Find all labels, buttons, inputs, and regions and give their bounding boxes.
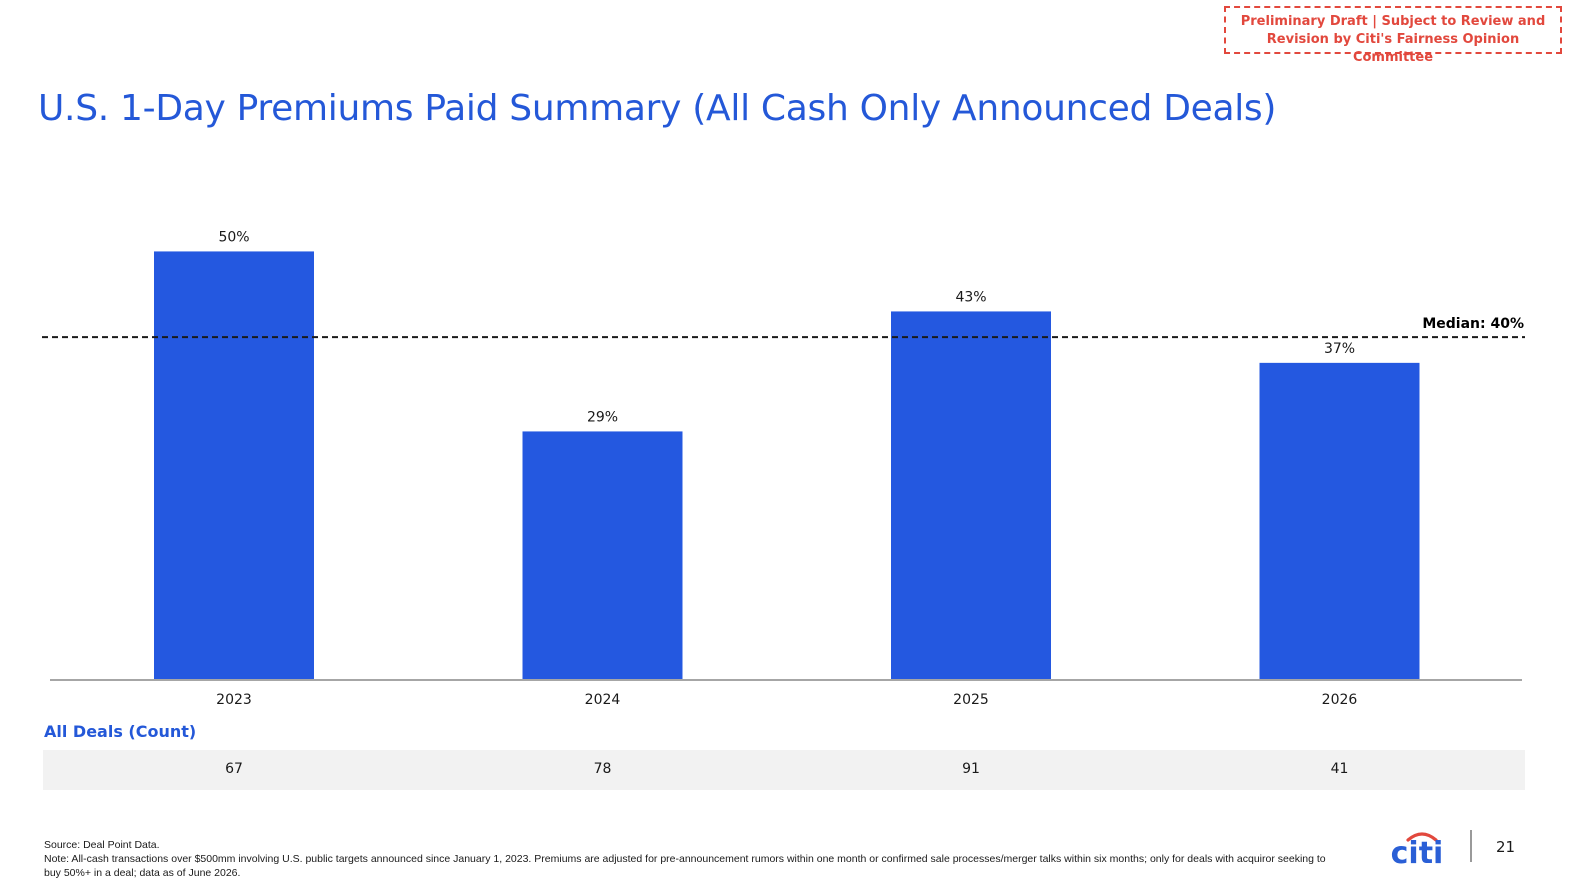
x-tick-2026: 2026 <box>1322 692 1358 708</box>
deal-count-2023: 67 <box>225 761 243 777</box>
page-number: 21 <box>1496 838 1516 856</box>
x-tick-2024: 2024 <box>585 692 621 708</box>
draft-notice: Preliminary Draft | Subject to Review an… <box>1224 6 1562 65</box>
page-title: U.S. 1-Day Premiums Paid Summary (All Ca… <box>38 88 1277 129</box>
deals-count-heading: All Deals (Count) <box>44 722 197 741</box>
data-label-2023: 50% <box>218 229 249 245</box>
x-tick-2023: 2023 <box>216 692 252 708</box>
data-label-2026: 37% <box>1324 341 1355 357</box>
deal-count-2024: 78 <box>593 761 612 777</box>
methodology-note: Note: All-cash transactions over $500mm … <box>44 853 1326 879</box>
deals-count-row: 67 78 91 41 <box>43 750 1525 790</box>
citi-logo-arc <box>1406 832 1438 842</box>
citi-logo-wordmark: citi <box>1391 836 1444 866</box>
bars-layer <box>154 251 1420 680</box>
deal-count-2025: 91 <box>962 761 980 777</box>
bar-2024 <box>522 431 683 680</box>
citi-logo: citi <box>1391 832 1444 866</box>
bar-chart: Median: 40% 50% 2023 29% 2024 43% 2025 37% 2026 <box>42 229 1525 708</box>
median-label: Median: 40% <box>1422 316 1524 332</box>
data-label-2025: 43% <box>955 289 986 305</box>
data-label-2024: 29% <box>587 409 618 425</box>
bar-2025 <box>891 311 1051 680</box>
bar-2026 <box>1259 362 1420 680</box>
bar-2023 <box>154 251 314 680</box>
source-note: Source: Deal Point Data. <box>44 839 160 851</box>
draft-notice-line1: Preliminary Draft | Subject to Review an… <box>1240 14 1546 29</box>
deal-count-2026: 41 <box>1330 761 1349 777</box>
footnotes: Source: Deal Point Data. Note: All-cash … <box>44 838 1334 880</box>
labels-layer: 50% 2023 29% 2024 43% 2025 37% 2026 <box>216 229 1357 708</box>
x-tick-2025: 2025 <box>953 692 989 708</box>
draft-notice-line2: Revision by Citi's Fairness Opinion Comm… <box>1266 32 1520 65</box>
footer-divider <box>1470 830 1472 862</box>
